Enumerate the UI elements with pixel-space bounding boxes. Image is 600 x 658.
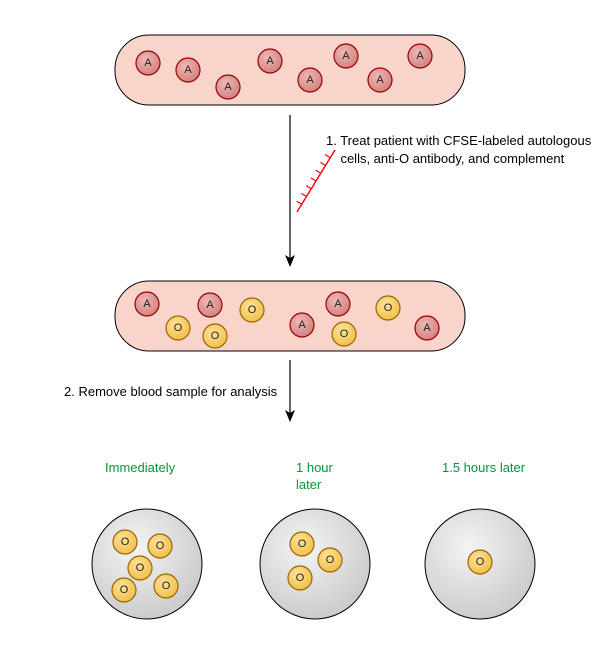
- cell-a: A: [326, 292, 350, 316]
- cell-o: O: [240, 298, 264, 322]
- cell-label: O: [296, 572, 305, 584]
- vessel-top: A A A A A A A A: [115, 35, 465, 105]
- cell-o: O: [128, 556, 152, 580]
- cell-o: O: [290, 532, 314, 556]
- cell-a: A: [176, 58, 200, 82]
- cell-label: A: [423, 322, 431, 334]
- cell-a: A: [135, 292, 159, 316]
- cell-a: A: [298, 68, 322, 92]
- cell-a: A: [198, 293, 222, 317]
- cell-o: O: [468, 550, 492, 574]
- cell-label: O: [162, 580, 171, 592]
- cell-label: A: [144, 57, 152, 69]
- cell-label: A: [143, 298, 151, 310]
- cell-label: A: [342, 50, 350, 62]
- cell-a: A: [415, 316, 439, 340]
- cell-a: A: [290, 313, 314, 337]
- cell-o: O: [376, 296, 400, 320]
- dish-3: O: [425, 509, 535, 619]
- cell-label: A: [298, 319, 306, 331]
- cell-label: A: [266, 55, 274, 67]
- cell-label: A: [334, 298, 342, 310]
- cell-a: A: [258, 49, 282, 73]
- cell-label: O: [326, 554, 335, 566]
- cell-o: O: [166, 316, 190, 340]
- cell-o: O: [288, 566, 312, 590]
- cell-label: O: [174, 322, 183, 334]
- diagram-canvas: AAAAAAAAAOAOOAAOOAOOOOOOOOO: [0, 0, 600, 658]
- cell-label: O: [120, 584, 129, 596]
- cell-o: O: [112, 578, 136, 602]
- lbl-immediately: Immediately: [105, 460, 175, 477]
- cell-label: A: [224, 81, 232, 93]
- cell-label: O: [211, 330, 220, 342]
- dish-1: OOOOO: [92, 509, 202, 619]
- cell-a: A: [216, 75, 240, 99]
- cell-label: O: [476, 556, 485, 568]
- cell-label: O: [340, 328, 349, 340]
- cell-o: O: [148, 534, 172, 558]
- vessel-mid: A O A O O A A O O A: [115, 281, 465, 351]
- cell-a: A: [408, 44, 432, 68]
- cell-label: A: [184, 64, 192, 76]
- cell-label: O: [136, 562, 145, 574]
- cell-label: O: [156, 540, 165, 552]
- cell-a: A: [334, 44, 358, 68]
- cell-o: O: [318, 548, 342, 572]
- cell-label: O: [121, 536, 130, 548]
- cell-o: O: [203, 324, 227, 348]
- cell-a: A: [136, 51, 160, 75]
- cell-label: A: [206, 299, 214, 311]
- cell-o: O: [113, 530, 137, 554]
- lbl-step1: 1. Treat patient with CFSE-labeled autol…: [326, 132, 591, 167]
- cell-label: A: [416, 50, 424, 62]
- lbl-1h: 1 hour later: [296, 460, 333, 494]
- cell-o: O: [154, 574, 178, 598]
- cell-a: A: [368, 68, 392, 92]
- cell-label: O: [384, 302, 393, 314]
- cell-label: A: [306, 74, 314, 86]
- dish-2: O O O: [260, 509, 370, 619]
- lbl-1.5h: 1.5 hours later: [442, 460, 525, 477]
- cell-label: A: [376, 74, 384, 86]
- lbl-step2: 2. Remove blood sample for analysis: [64, 383, 277, 401]
- cell-label: O: [248, 304, 257, 316]
- cell-o: O: [332, 322, 356, 346]
- cell-label: O: [298, 538, 307, 550]
